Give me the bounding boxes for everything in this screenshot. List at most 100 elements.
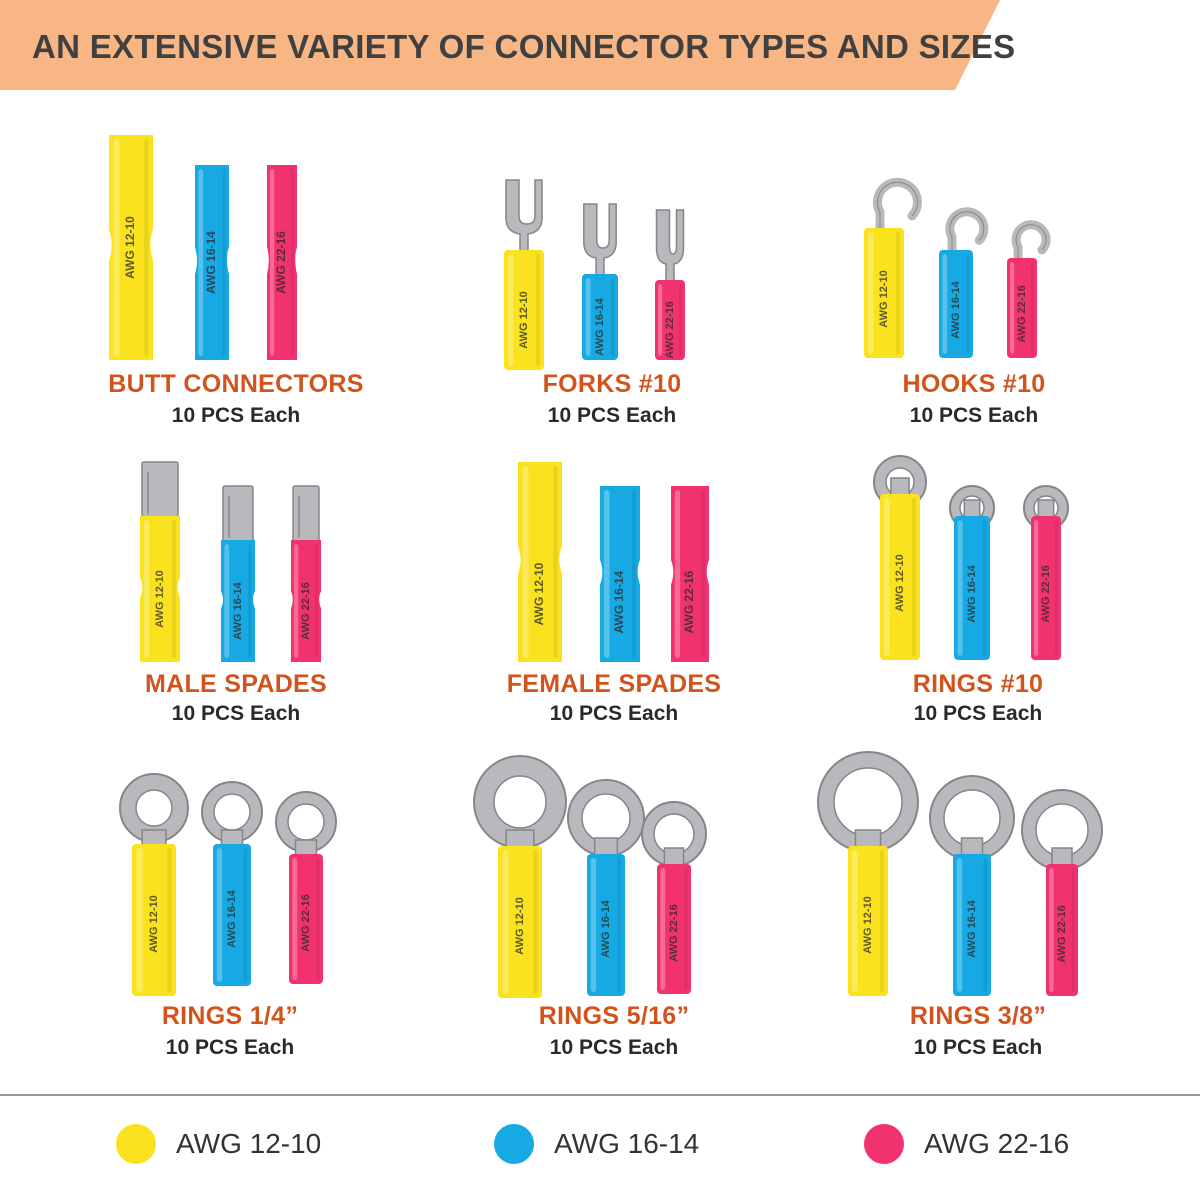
sleeve-shade xyxy=(553,466,558,658)
sleeve-body xyxy=(864,228,904,358)
sleeve-shade xyxy=(243,848,248,982)
page-title: AN EXTENSIVE VARIETY OF CONNECTOR TYPES … xyxy=(32,28,1016,65)
awg-marking: AWG 16-14 xyxy=(594,297,606,355)
sleeve-highlight xyxy=(292,858,298,980)
sleeve-shade xyxy=(617,858,622,992)
sleeve-body xyxy=(1046,864,1078,996)
sleeve-highlight xyxy=(942,254,948,354)
sleeve xyxy=(954,516,990,660)
sleeve xyxy=(657,864,691,994)
sleeve-shade xyxy=(684,868,688,990)
legend-label: AWG 12-10 xyxy=(176,1128,322,1159)
sleeve-body xyxy=(657,864,691,994)
sleeve-highlight xyxy=(508,254,514,366)
sleeve-body xyxy=(289,854,323,984)
connector-card-rings-10: AWG 12-10 AWG 16-14 AWG 22-16 RINGS #10 10… xyxy=(778,430,1178,730)
sleeve-body xyxy=(267,165,297,360)
sleeve-highlight xyxy=(270,169,275,356)
sleeve-highlight xyxy=(590,858,597,992)
connector-name: FEMALE SPADES xyxy=(506,670,722,698)
sleeve xyxy=(1031,516,1061,660)
connector-count: 10 PCS Each xyxy=(171,404,301,427)
sleeve-body xyxy=(655,280,685,360)
awg-marking: AWG 22-16 xyxy=(1016,285,1028,342)
connector-card-male-spades: AWG 12-10 AWG 16-14 AWG 22-16 MALE SPADES … xyxy=(36,430,436,730)
blue-dot-icon xyxy=(494,1124,534,1164)
awg-marking: AWG 12-10 xyxy=(514,897,526,954)
sleeve xyxy=(671,486,709,662)
connector-count: 10 PCS Each xyxy=(913,1036,1043,1059)
ring-terminal-image: AWG 12-10 AWG 16-14 AWG 22-16 xyxy=(873,455,1069,660)
sleeve-body xyxy=(1031,516,1061,660)
sleeve xyxy=(504,250,544,370)
sleeve-shade xyxy=(248,544,252,658)
hook-terminal-outline xyxy=(949,211,985,260)
awg-marking: AWG 22-16 xyxy=(668,904,680,961)
ring-terminal-image: AWG 12-10 AWG 16-14 AWG 22-16 xyxy=(119,773,337,996)
sleeve-highlight xyxy=(522,466,529,658)
connector-name: RINGS 3/8” xyxy=(909,1002,1047,1030)
sleeve-highlight xyxy=(144,520,150,658)
sleeve-body xyxy=(600,486,640,662)
sleeve-highlight xyxy=(660,868,666,990)
connector-count: 10 PCS Each xyxy=(171,702,301,725)
yellow-dot-icon xyxy=(116,1124,156,1164)
fork-terminal-image: AWG 12-10 AWG 16-14 AWG 22-16 xyxy=(504,179,685,370)
awg-marking: AWG 22-16 xyxy=(682,570,696,633)
sleeve-shade xyxy=(679,284,682,356)
sleeve-body xyxy=(291,540,321,662)
hook-terminal-image: AWG 12-10 AWG 16-14 AWG 22-16 xyxy=(864,177,1051,358)
sleeve-highlight xyxy=(1010,262,1015,354)
sleeve xyxy=(140,516,180,662)
sleeve-body xyxy=(504,250,544,370)
sleeve-shade xyxy=(533,850,538,994)
connector-count: 10 PCS Each xyxy=(549,1036,679,1059)
fork-terminal-metal xyxy=(583,203,617,279)
awg-marking: AWG 12-10 xyxy=(154,570,166,627)
ring-terminal-hole xyxy=(581,793,631,843)
awg-marking: AWG 22-16 xyxy=(664,301,676,358)
sleeve-shade xyxy=(912,498,916,656)
connector-name: MALE SPADES xyxy=(144,670,328,698)
sleeve-shade xyxy=(610,278,615,356)
sleeve xyxy=(1046,864,1078,996)
connector-count: 10 PCS Each xyxy=(547,404,677,427)
awg-marking: AWG 22-16 xyxy=(274,231,288,294)
sleeve-body xyxy=(518,462,562,662)
male-spade-blade xyxy=(222,485,254,549)
sleeve-body xyxy=(498,846,542,998)
ring-terminal-hole xyxy=(213,793,251,831)
awg-marking: AWG 22-16 xyxy=(1040,565,1052,622)
sleeve xyxy=(213,844,251,986)
awg-marking: AWG 12-10 xyxy=(862,896,874,953)
ring-terminal-hole xyxy=(135,789,173,827)
ring-terminal-image: AWG 12-10 AWG 16-14 AWG 22-16 xyxy=(473,755,707,998)
connector-name: RINGS 5/16” xyxy=(538,1002,690,1030)
sleeve-shade xyxy=(315,544,318,658)
legend-label: AWG 22-16 xyxy=(924,1128,1070,1159)
connector-count: 10 PCS Each xyxy=(913,702,1043,725)
awg-marking: AWG 16-14 xyxy=(950,280,962,338)
female-spade-image: AWG 12-10 AWG 16-14 AWG 22-16 xyxy=(518,462,709,662)
sleeve-highlight xyxy=(852,850,858,992)
awg-marking: AWG 12-10 xyxy=(532,562,546,625)
sleeve xyxy=(291,540,321,662)
sleeve-shade xyxy=(1031,262,1034,354)
male-spade-image: AWG 12-10 AWG 16-14 AWG 22-16 xyxy=(140,461,321,662)
sleeve-body xyxy=(939,250,973,358)
sleeve xyxy=(864,228,904,358)
sleeve-shade xyxy=(172,520,176,658)
connector-count: 10 PCS Each xyxy=(165,1036,295,1059)
sleeve xyxy=(289,854,323,984)
sleeve-shade xyxy=(1071,868,1075,992)
fork-terminal-metal xyxy=(505,179,543,255)
legend-divider xyxy=(0,1094,1200,1096)
connector-card-rings-3-8: AWG 12-10 AWG 16-14 AWG 22-16 RINGS 3/8” 1… xyxy=(778,740,1178,1059)
awg-marking: AWG 22-16 xyxy=(300,582,312,639)
sleeve-shade xyxy=(896,232,900,354)
sleeve-highlight xyxy=(136,848,143,992)
connector-name: FORKS #10 xyxy=(542,370,682,398)
sleeve-shade xyxy=(982,520,987,656)
legend-label: AWG 16-14 xyxy=(554,1128,700,1159)
awg-marking: AWG 12-10 xyxy=(878,270,890,327)
